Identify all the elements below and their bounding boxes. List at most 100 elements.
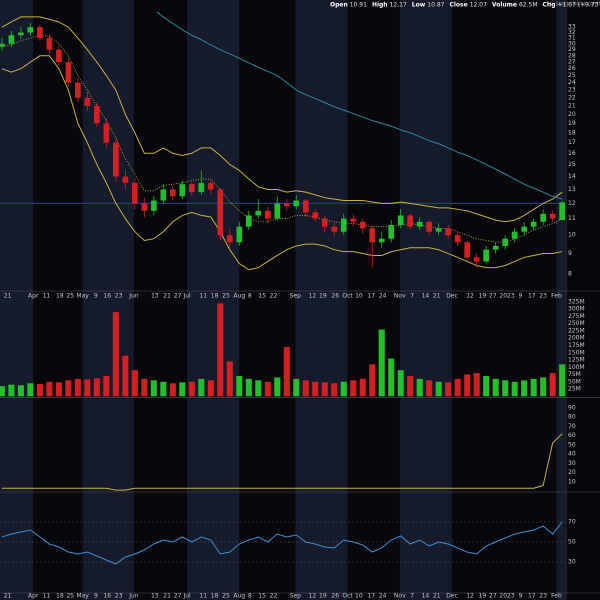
y-tick-label: 28 <box>568 52 576 59</box>
y-tick-label: 32 <box>568 29 576 36</box>
volume-bar <box>293 378 300 397</box>
x-tick-label: 9 <box>518 293 522 300</box>
volume-bar <box>141 378 148 397</box>
x-tick-label: 8 <box>248 293 252 300</box>
x-tick-label: 27 <box>174 593 182 600</box>
volume-bar <box>502 380 509 397</box>
x-tick-label: 26 <box>331 293 339 300</box>
quote-value: 62.5M <box>519 2 538 9</box>
candle-body <box>179 184 186 197</box>
x-tick-label: 19 <box>319 293 327 300</box>
x-tick-label: 19 <box>479 593 487 600</box>
y-tick-label: 90 <box>568 404 576 411</box>
x-tick-label: 23 <box>115 293 123 300</box>
x-tick-label: 14 <box>422 593 430 600</box>
x-tick-label: 12 <box>309 293 317 300</box>
candle-body <box>37 27 43 39</box>
volume-bar <box>103 375 110 397</box>
y-tick-label: 50M <box>568 378 581 385</box>
volume-bar <box>388 358 395 397</box>
indicator-line <box>1 433 563 491</box>
volume-bar <box>198 378 205 397</box>
x-tick-label: 11 <box>43 293 51 300</box>
volume-bar <box>397 370 404 397</box>
candle-body <box>454 235 461 243</box>
x-tick-label: Feb <box>551 293 562 300</box>
y-tick-label: 10 <box>568 478 576 485</box>
x-tick-label: 21 <box>4 593 12 600</box>
y-tick-label: 24 <box>568 79 576 86</box>
x-tick-label: Oct <box>342 293 353 300</box>
candle-body <box>94 105 100 124</box>
volume-bar <box>559 364 566 397</box>
y-tick-label: 25M <box>568 386 581 393</box>
candle-body <box>521 226 528 232</box>
x-tick-label: 23 <box>539 593 547 600</box>
candle-body <box>274 203 281 219</box>
month-shade <box>82 0 134 600</box>
y-tick-label: 29 <box>568 46 576 53</box>
candle-body <box>397 215 404 226</box>
y-tick-label: 125M <box>568 357 585 364</box>
y-tick-label: 40 <box>568 451 576 458</box>
volume-bar <box>454 378 461 397</box>
x-tick-label: 25 <box>222 593 230 600</box>
y-tick-label: 75M <box>568 371 581 378</box>
volume-bar <box>226 361 233 397</box>
candle-body <box>530 221 537 227</box>
x-tick-label: 13 <box>151 593 159 600</box>
x-tick-label: 2023 <box>499 293 514 300</box>
x-tick-label: 25 <box>222 293 230 300</box>
candle-body <box>103 123 110 143</box>
x-tick-label: 17 <box>528 293 536 300</box>
month-shade <box>399 0 452 600</box>
y-tick-label: 150M <box>568 349 585 356</box>
x-tick-label: 21 <box>433 593 441 600</box>
candle-body <box>217 189 224 236</box>
candle-body <box>388 225 395 239</box>
x-tick-label: Apr <box>28 293 39 300</box>
y-tick-label: 21 <box>568 102 576 109</box>
y-tick-label: 20 <box>568 111 576 118</box>
x-tick-label: May <box>76 593 89 600</box>
y-tick-label: 325M <box>568 298 585 305</box>
x-tick-label: 22 <box>270 593 278 600</box>
quote-value: 12.17 <box>390 2 407 9</box>
volume-bar <box>369 364 376 397</box>
volume-bar <box>131 370 138 397</box>
volume-bar <box>416 378 423 397</box>
candle-body <box>113 142 119 177</box>
x-tick-label: 9 <box>518 593 522 600</box>
x-tick-label: 18 <box>56 293 64 300</box>
y-tick-label: 11 <box>568 215 576 222</box>
volume-bar <box>312 381 319 397</box>
candle-body <box>150 200 157 211</box>
x-tick-label: Aug <box>233 293 245 300</box>
candle-body <box>198 182 205 193</box>
volume-bar <box>264 381 271 397</box>
x-tick-label: 21 <box>4 293 12 300</box>
x-tick-label: 9 <box>94 593 98 600</box>
candle-body <box>464 242 471 258</box>
y-tick-label: 80 <box>568 414 576 421</box>
x-tick-label: 15 <box>258 593 266 600</box>
quote-label: Volume <box>492 2 517 9</box>
candle-body <box>369 228 376 243</box>
volume-bar <box>321 382 328 397</box>
plot-area: 21 Apr 11 18 25 May 9 16 23 Jun 13 21 27 Jul 11 18 25 Aug… <box>0 12 585 600</box>
volume-bar <box>236 375 243 397</box>
y-tick-label: 30 <box>568 40 576 47</box>
candle-body <box>27 27 34 33</box>
candle-body <box>46 38 53 50</box>
volume-bar <box>207 380 214 397</box>
y-tick-label: 9 <box>568 250 572 257</box>
quote-value: 10.91 <box>350 2 367 9</box>
x-tick-label: Jul <box>182 593 191 600</box>
y-tick-label: 275M <box>568 313 585 320</box>
y-tick-label: 18 <box>568 129 576 136</box>
volume-bar <box>483 375 490 397</box>
candle-body <box>226 235 233 243</box>
x-tick-label: 21 <box>433 293 441 300</box>
x-tick-label: Apr <box>28 593 39 600</box>
